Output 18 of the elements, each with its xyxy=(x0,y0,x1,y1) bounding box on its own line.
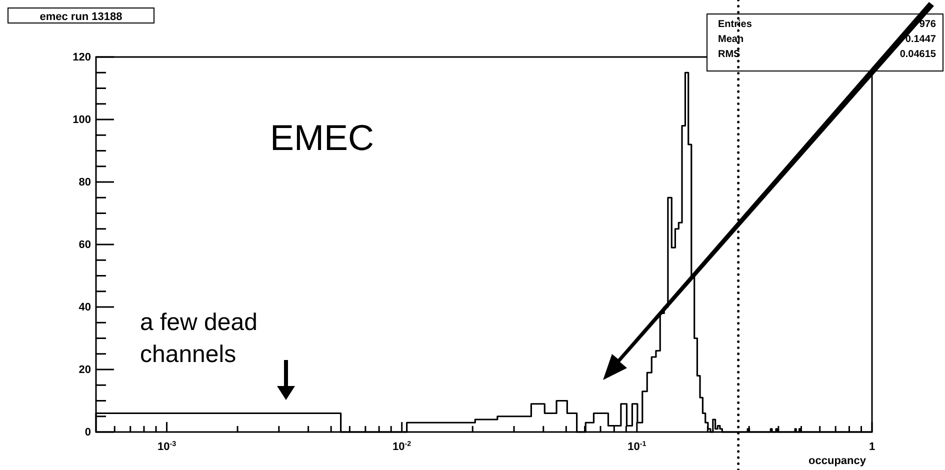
text: RMS 0.04615 xyxy=(718,49,936,60)
annotation: EMEC xyxy=(270,117,374,158)
x-tick-label: 10$^{-2}$ xyxy=(392,440,412,453)
text: Entries 976 xyxy=(718,19,936,30)
x-axis-title: occupancy xyxy=(808,455,867,467)
text: Mean 0.1447 xyxy=(718,34,936,45)
x-tick-label: 1 xyxy=(868,441,876,453)
y-tick-label: 80 xyxy=(78,176,91,189)
y-tick-label: 60 xyxy=(78,239,91,252)
x-tick-label: 10$^{-3}$ xyxy=(157,440,176,453)
y-tick-label: 40 xyxy=(78,302,91,314)
y-tick-label: 120 xyxy=(72,52,91,64)
annotation: a few dead channels xyxy=(140,309,258,368)
y-tick-label: 0 xyxy=(84,426,91,439)
y-tick-label: 20 xyxy=(78,364,91,376)
y-tick-label: 100 xyxy=(72,114,91,126)
chart-title: emec run 13188 xyxy=(40,11,122,23)
x-tick-label: 10$^{-1}$ xyxy=(628,440,646,453)
